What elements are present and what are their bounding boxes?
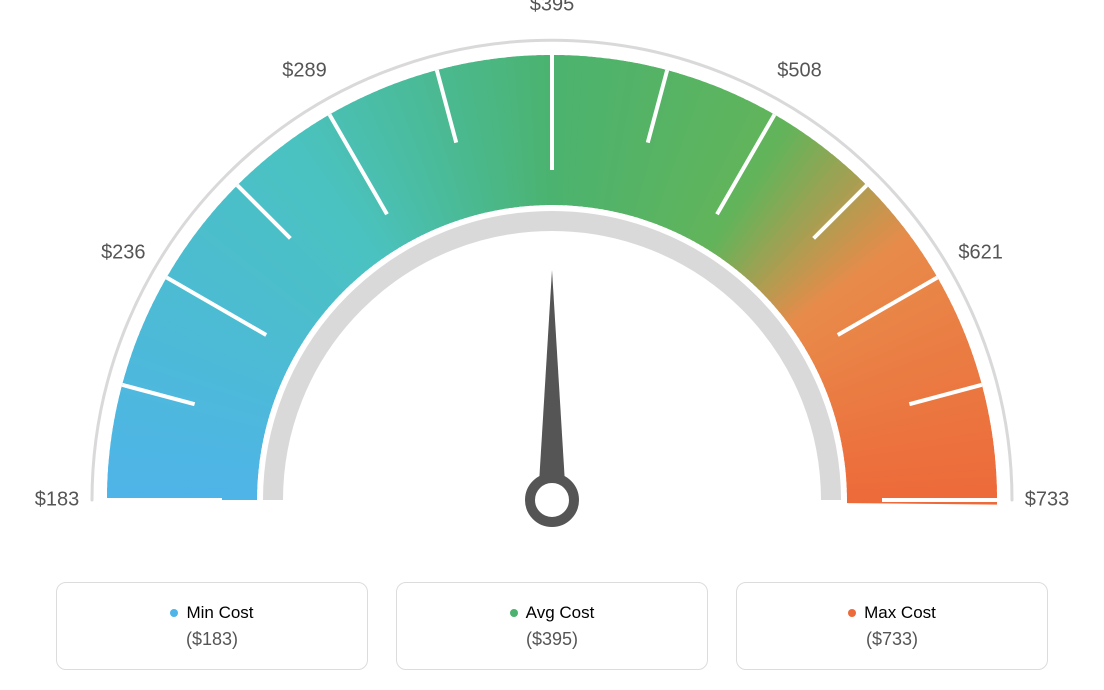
max-card-title: Max Cost bbox=[848, 603, 936, 623]
gauge-tick-label: $236 bbox=[101, 241, 146, 264]
gauge-tick-label: $289 bbox=[282, 60, 327, 83]
gauge-chart-container: $183 $236 $289 $395 $508 $621 $733 Min Cost ($… bbox=[0, 0, 1104, 690]
min-label: Min Cost bbox=[186, 603, 253, 623]
gauge-tick-label: $395 bbox=[530, 0, 575, 17]
min-cost-card: Min Cost ($183) bbox=[56, 582, 368, 670]
gauge-tick-label: $733 bbox=[1025, 489, 1070, 512]
max-value: ($733) bbox=[866, 629, 918, 650]
avg-value: ($395) bbox=[526, 629, 578, 650]
dot-icon bbox=[848, 609, 856, 617]
gauge-area: $183 $236 $289 $395 $508 $621 $733 bbox=[0, 0, 1104, 560]
min-card-title: Min Cost bbox=[170, 603, 253, 623]
avg-label: Avg Cost bbox=[526, 603, 595, 623]
dot-icon bbox=[510, 609, 518, 617]
gauge-tick-label: $508 bbox=[777, 60, 822, 83]
avg-cost-card: Avg Cost ($395) bbox=[396, 582, 708, 670]
max-label: Max Cost bbox=[864, 603, 936, 623]
gauge-svg bbox=[0, 0, 1104, 560]
max-cost-card: Max Cost ($733) bbox=[736, 582, 1048, 670]
min-value: ($183) bbox=[186, 629, 238, 650]
summary-row: Min Cost ($183) Avg Cost ($395) Max Cost… bbox=[0, 582, 1104, 670]
gauge-tick-label: $183 bbox=[35, 489, 80, 512]
gauge-tick-label: $621 bbox=[958, 241, 1003, 264]
avg-card-title: Avg Cost bbox=[510, 603, 595, 623]
dot-icon bbox=[170, 609, 178, 617]
